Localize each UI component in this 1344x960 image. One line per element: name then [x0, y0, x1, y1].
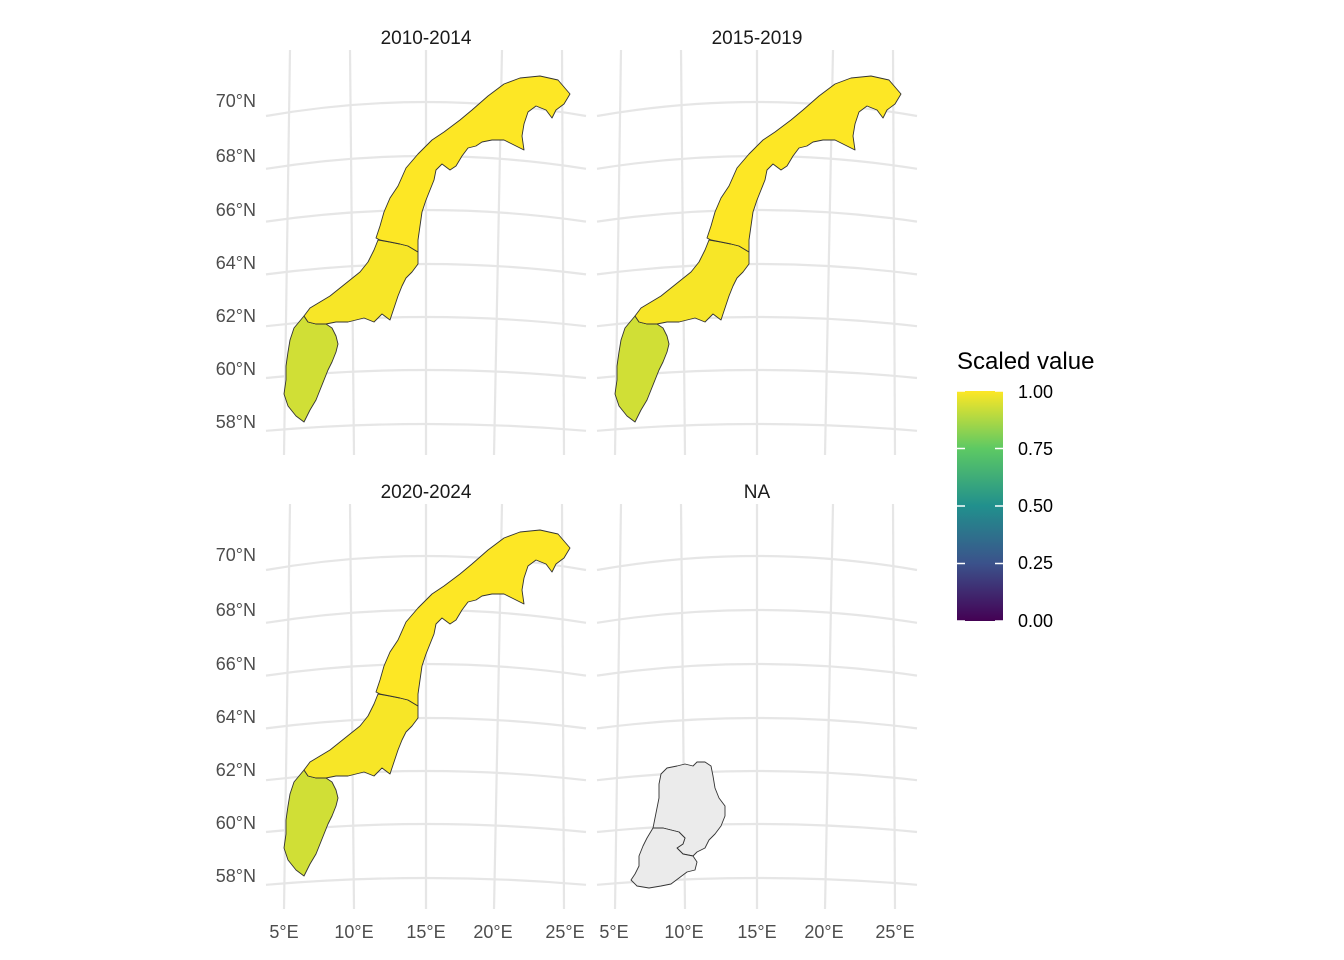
x-tick-10e-left: 10°E [334, 922, 374, 942]
region-na-west [630, 827, 698, 889]
y-tick-64-top: 64°N [215, 253, 256, 273]
region-south [283, 769, 339, 877]
y-tick-64-bottom: 64°N [215, 707, 256, 727]
y-tick-70-bottom: 70°N [215, 545, 256, 565]
x-tick-10e-right: 10°E [664, 922, 704, 942]
x-tick-20e-left: 20°E [473, 922, 513, 942]
legend-colorbar [957, 391, 1003, 621]
region-north [706, 75, 902, 253]
y-tick-62-bottom: 62°N [215, 760, 256, 780]
facet-title-2: 2015-2019 [711, 28, 803, 49]
x-tick-20e-right: 20°E [804, 922, 844, 942]
y-tick-66-bottom: 66°N [215, 654, 256, 674]
region-north [375, 75, 571, 253]
facet-title-3: 2020-2024 [380, 482, 472, 503]
x-tick-15e-right: 15°E [737, 922, 777, 942]
facet-title-4: NA [743, 482, 771, 503]
y-tick-66-top: 66°N [215, 200, 256, 220]
y-tick-58-bottom: 58°N [215, 866, 256, 886]
region-south [283, 315, 339, 423]
region-middle [634, 239, 750, 325]
legend-label-000: 0.00 [1018, 611, 1054, 631]
region-north [375, 529, 571, 707]
legend-label-025: 0.25 [1018, 553, 1054, 573]
region-south [614, 315, 670, 423]
x-tick-25e-right: 25°E [875, 922, 915, 942]
facet-title-1: 2010-2014 [380, 28, 472, 49]
region-middle [303, 693, 419, 779]
y-tick-60-top: 60°N [215, 359, 256, 379]
y-tick-62-top: 62°N [215, 306, 256, 326]
legend-label-1: 1.00 [1018, 382, 1054, 402]
y-tick-68-top: 68°N [215, 146, 256, 166]
legend-label-050: 0.50 [1018, 496, 1054, 516]
y-tick-58-top: 58°N [215, 412, 256, 432]
y-tick-70-top: 70°N [215, 91, 256, 111]
y-tick-60-bottom: 60°N [215, 813, 256, 833]
x-tick-25e-left: 25°E [545, 922, 585, 942]
x-tick-15e-left: 15°E [406, 922, 446, 942]
y-tick-68-bottom: 68°N [215, 600, 256, 620]
region-middle [303, 239, 419, 325]
legend-title: Scaled value [957, 348, 1095, 375]
x-tick-5e-left: 5°E [269, 922, 299, 942]
legend-label-075: 0.75 [1018, 439, 1054, 459]
x-tick-5e-right: 5°E [599, 922, 629, 942]
